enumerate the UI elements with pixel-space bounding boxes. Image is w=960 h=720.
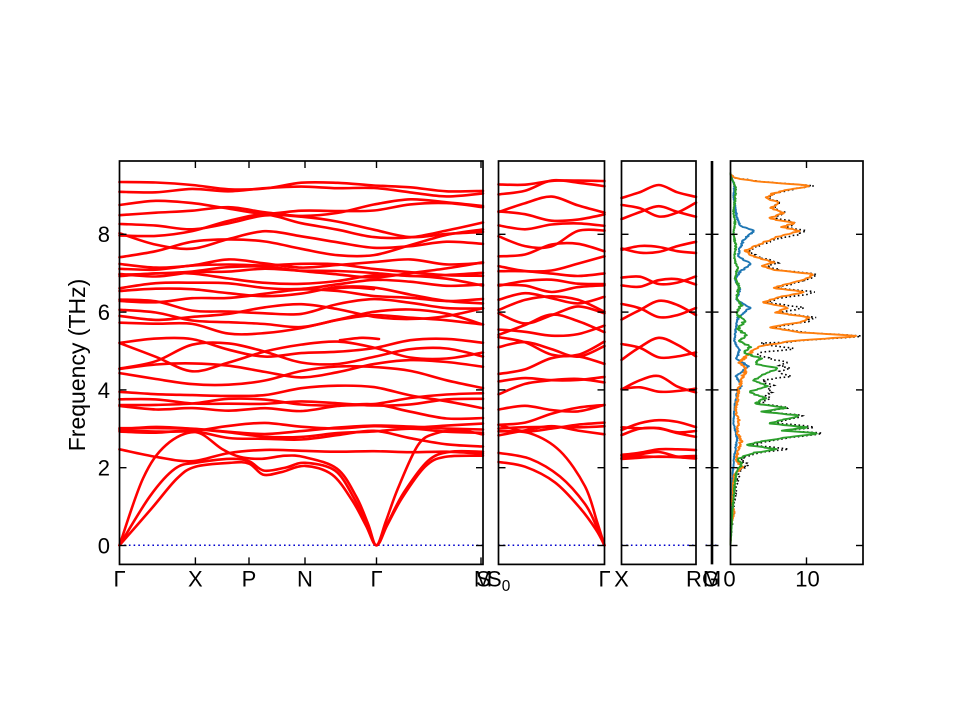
svg-text:G: G [702, 567, 719, 592]
svg-text:R: R [686, 567, 702, 592]
svg-text:2: 2 [98, 456, 110, 481]
svg-text:0: 0 [723, 567, 735, 592]
svg-text:N: N [297, 567, 313, 592]
svg-text:4: 4 [98, 378, 110, 403]
svg-text:Γ: Γ [113, 567, 125, 592]
svg-text:X: X [614, 567, 629, 592]
svg-text:10: 10 [795, 567, 819, 592]
svg-text:Frequency (THz): Frequency (THz) [64, 279, 90, 452]
svg-text:Γ: Γ [370, 567, 382, 592]
svg-text:6: 6 [98, 300, 110, 325]
svg-text:Γ: Γ [598, 567, 610, 592]
svg-text:M: M [703, 567, 721, 592]
svg-text:X: X [188, 567, 203, 592]
svg-text:M: M [474, 567, 492, 592]
svg-text:0: 0 [98, 533, 110, 558]
svg-text:P: P [242, 567, 257, 592]
svg-text:S: S [476, 567, 491, 592]
svg-text:8: 8 [98, 222, 110, 247]
